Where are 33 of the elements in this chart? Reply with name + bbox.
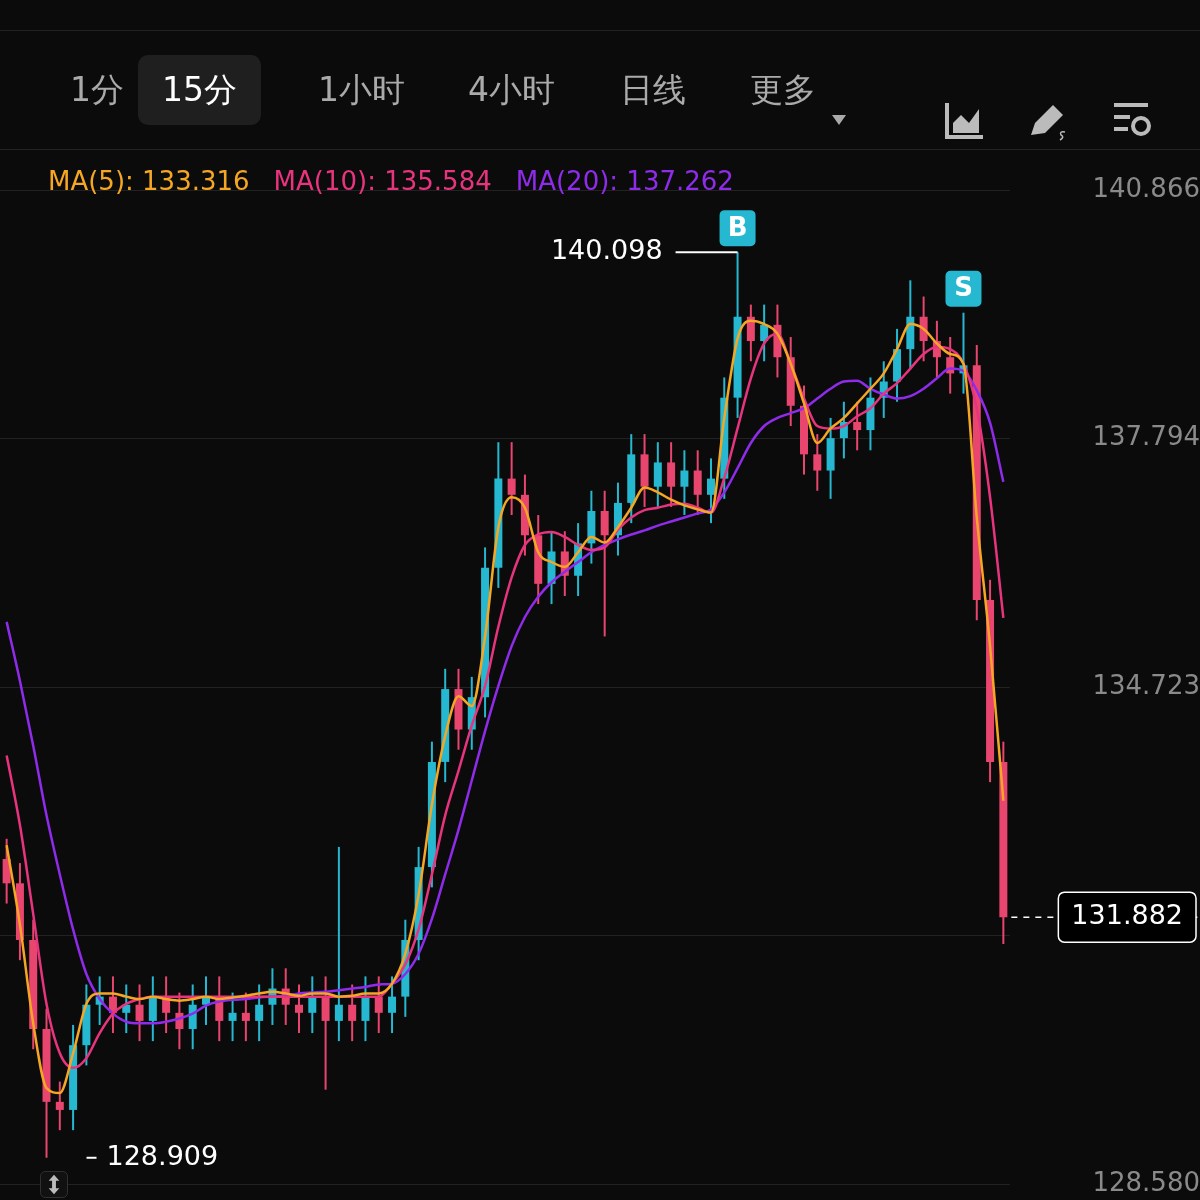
annotation: B bbox=[727, 211, 748, 242]
candlestick bbox=[706, 457, 715, 525]
candlestick bbox=[295, 983, 304, 1035]
text: 日线 bbox=[619, 69, 687, 111]
y-tick-label: 128.580 bbox=[1092, 1167, 1200, 1198]
candlestick bbox=[348, 983, 357, 1043]
annotation: 128.909 bbox=[106, 1139, 219, 1171]
ref-line-label: 131.882 bbox=[1071, 899, 1183, 931]
text: 1小时 bbox=[317, 69, 406, 111]
annotation: S bbox=[954, 272, 973, 303]
text: 15分 bbox=[138, 55, 261, 125]
text: 1分 bbox=[69, 69, 125, 111]
y-tick-label: 137.794 bbox=[1092, 421, 1200, 452]
text: 4小时 bbox=[467, 69, 556, 111]
y-tick-label: 134.723 bbox=[1092, 669, 1200, 700]
candlestick bbox=[388, 975, 397, 1035]
candlestick bbox=[241, 991, 250, 1043]
annotation: 140.098 bbox=[550, 234, 663, 266]
text: MA(5): 133.316 bbox=[48, 166, 250, 196]
candlestick bbox=[255, 983, 264, 1043]
y-tick-label: 140.866 bbox=[1092, 172, 1200, 203]
candlestick bbox=[55, 1080, 64, 1132]
text: 更多 bbox=[749, 69, 817, 111]
candlestick bbox=[135, 983, 144, 1043]
candlestick bbox=[813, 433, 822, 492]
candlestick bbox=[308, 975, 317, 1035]
candlestick bbox=[228, 991, 237, 1043]
text: MA(10): 135.584 bbox=[273, 166, 492, 196]
candlestick bbox=[374, 975, 383, 1035]
candlestick bbox=[507, 441, 516, 517]
candlestick bbox=[334, 845, 343, 1043]
text: MA(20): 137.262 bbox=[515, 166, 734, 196]
candlestick bbox=[680, 449, 689, 517]
